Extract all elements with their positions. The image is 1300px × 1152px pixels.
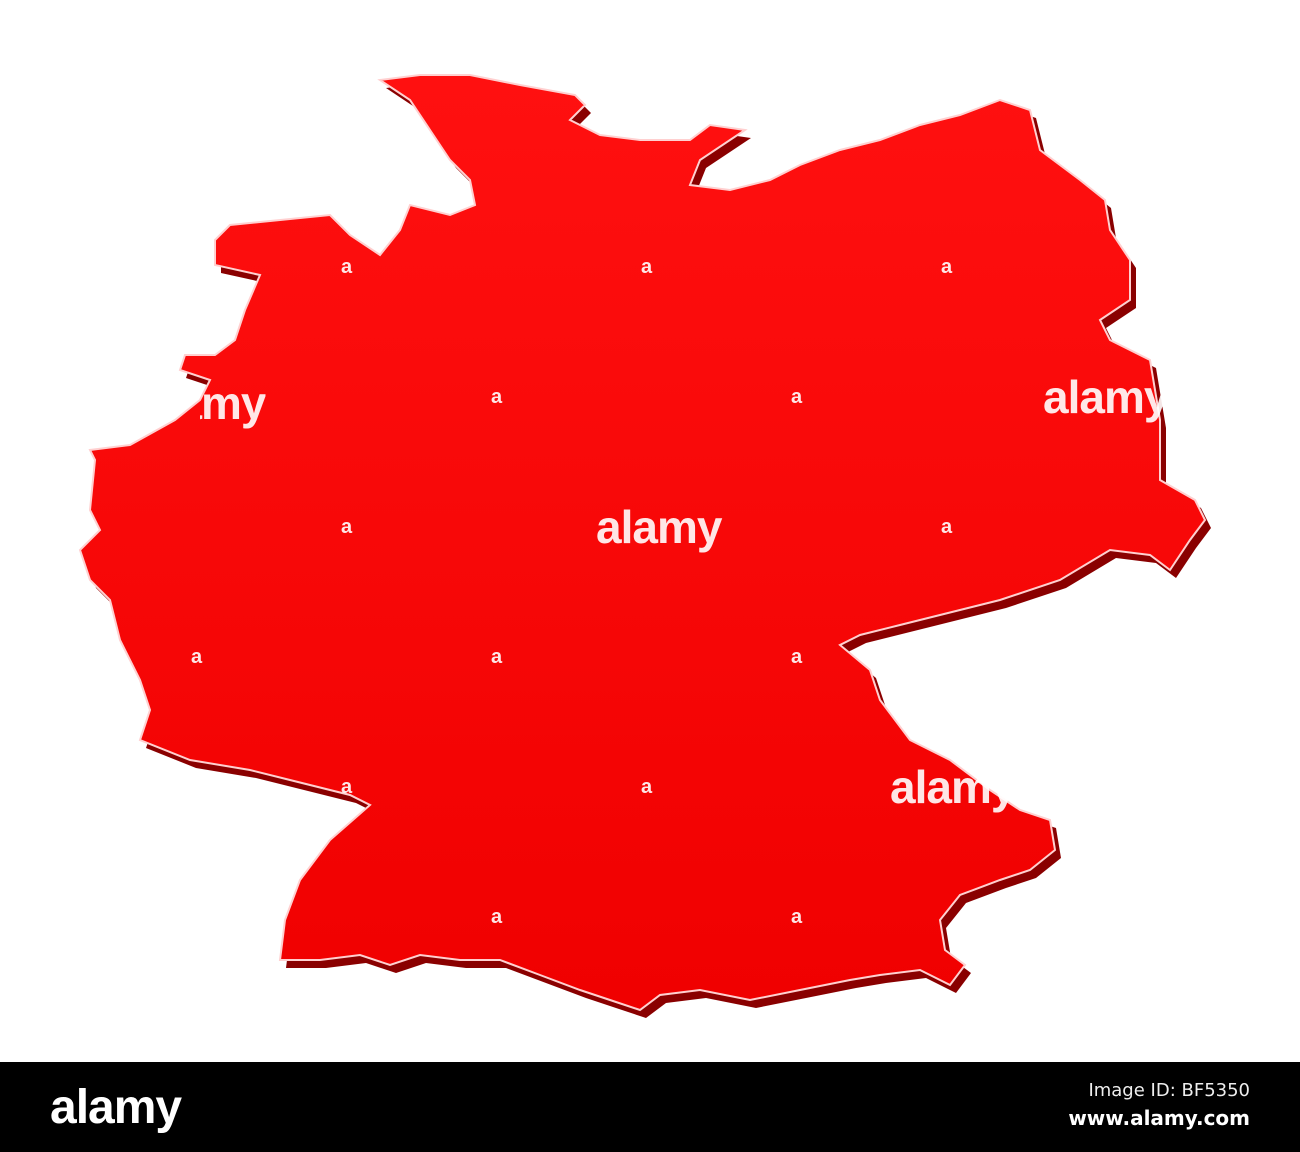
watermark: alamy [140, 377, 266, 429]
country-shape [78, 74, 1207, 1012]
watermark-small: a [641, 256, 653, 278]
watermark-small: a [491, 906, 503, 928]
watermark: alamy [596, 501, 722, 553]
watermark-small: a [341, 776, 353, 798]
watermark-small: a [791, 646, 803, 668]
watermark: alamy [890, 761, 1016, 813]
website-link[interactable]: www.alamy.com [1068, 1106, 1250, 1130]
germany-map [78, 74, 1211, 1018]
watermark-small: a [491, 386, 503, 408]
watermark-small: a [491, 646, 503, 668]
watermark-small: a [941, 256, 953, 278]
watermark: alamy [1043, 371, 1169, 423]
watermark-small: a [341, 516, 353, 538]
watermark-small: a [641, 776, 653, 798]
watermark-small: a [791, 906, 803, 928]
watermark-small: a [191, 646, 203, 668]
watermark-small: a [941, 516, 953, 538]
germany-outline [78, 74, 1207, 1012]
watermark-small: a [791, 386, 803, 408]
alamy-logo: alamy [50, 1081, 182, 1134]
footer-bar: alamy Image ID: BF5350 www.alamy.com [0, 1062, 1300, 1152]
watermark-small: a [341, 256, 353, 278]
image-id: Image ID: BF5350 [1088, 1080, 1250, 1101]
